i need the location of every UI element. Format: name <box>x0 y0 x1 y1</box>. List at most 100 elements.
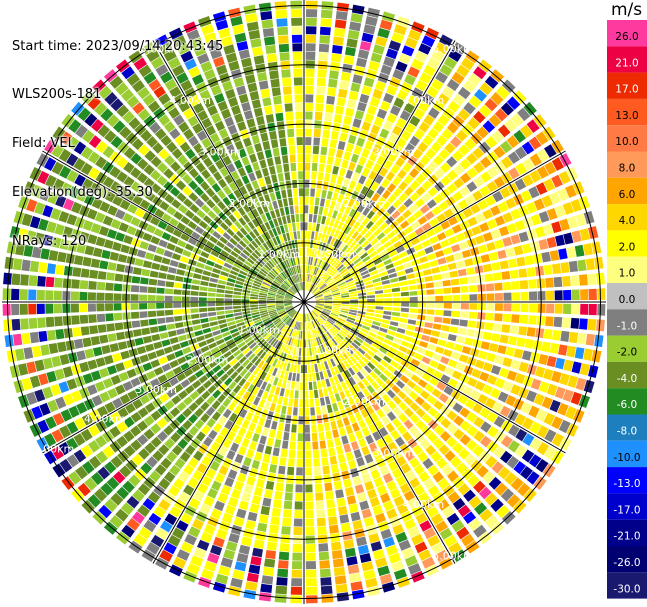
velocity-gate <box>142 260 153 269</box>
velocity-gate <box>450 278 460 286</box>
velocity-gate <box>458 354 469 363</box>
velocity-gate <box>190 290 199 296</box>
velocity-gate <box>335 149 344 159</box>
velocity-gate <box>315 295 323 299</box>
velocity-gate <box>397 89 409 101</box>
velocity-gate <box>311 329 316 338</box>
velocity-gate <box>332 210 338 219</box>
velocity-gate <box>26 230 37 243</box>
velocity-gate <box>528 315 537 325</box>
velocity-gate <box>203 495 215 507</box>
velocity-gate <box>459 434 471 446</box>
velocity-gate <box>312 320 317 328</box>
velocity-gate <box>414 226 425 236</box>
velocity-gate <box>191 319 201 325</box>
velocity-gate <box>485 312 495 321</box>
velocity-gate <box>326 331 333 339</box>
velocity-gate <box>555 234 565 247</box>
velocity-gate <box>364 480 374 491</box>
velocity-gate <box>315 299 324 301</box>
velocity-gate <box>270 338 277 346</box>
velocity-gate <box>294 501 303 510</box>
colorbar-tick-label: 13.0 <box>615 110 638 122</box>
velocity-gate <box>79 231 90 243</box>
velocity-gate <box>118 222 129 233</box>
velocity-gate <box>277 264 284 272</box>
velocity-gate <box>403 225 414 235</box>
velocity-gate <box>325 277 333 284</box>
velocity-gate <box>252 161 260 171</box>
velocity-gate <box>301 339 304 348</box>
velocity-gate <box>106 323 115 332</box>
velocity-gate <box>435 520 448 533</box>
velocity-gate <box>451 519 465 533</box>
velocity-gate <box>459 158 471 170</box>
velocity-gate <box>72 327 82 337</box>
velocity-gate <box>336 264 344 271</box>
velocity-gate <box>249 441 258 451</box>
velocity-gate <box>466 411 478 423</box>
velocity-gate <box>430 78 444 91</box>
velocity-gate <box>228 381 237 390</box>
velocity-gate <box>297 356 301 365</box>
velocity-gate <box>194 225 205 235</box>
velocity-gate <box>305 450 312 459</box>
velocity-gate <box>270 248 277 256</box>
velocity-gate <box>285 306 293 310</box>
velocity-gate <box>261 362 268 371</box>
velocity-gate <box>435 71 448 84</box>
velocity-gate <box>296 321 300 330</box>
velocity-gate <box>13 379 25 394</box>
velocity-gate <box>262 331 270 338</box>
velocity-gate <box>501 324 511 333</box>
velocity-gate <box>429 336 439 345</box>
velocity-gate <box>180 362 190 371</box>
velocity-gate <box>348 503 359 514</box>
velocity-gate <box>361 217 370 226</box>
velocity-gate <box>445 341 455 350</box>
velocity-gate <box>591 349 602 363</box>
velocity-gate <box>39 188 51 202</box>
velocity-gate <box>563 289 572 301</box>
velocity-gate <box>480 341 491 350</box>
velocity-gate <box>265 355 272 364</box>
velocity-gate <box>529 291 538 301</box>
velocity-gate <box>134 386 146 397</box>
velocity-gate <box>386 364 396 373</box>
velocity-gate <box>231 331 240 338</box>
velocity-gate <box>355 336 364 344</box>
velocity-gate <box>177 239 187 248</box>
velocity-gate <box>175 413 187 424</box>
velocity-gate <box>279 207 285 217</box>
velocity-gate <box>538 354 549 366</box>
velocity-gate <box>269 287 278 292</box>
velocity-gate <box>375 294 384 298</box>
range-ring-labels: 1.00km2.00km3.00km4.00km5.00km1.00km2.00… <box>33 43 474 563</box>
velocity-gate <box>180 233 190 242</box>
velocity-gate <box>292 257 296 266</box>
velocity-gate <box>408 29 422 41</box>
velocity-gate <box>304 382 308 391</box>
velocity-gate <box>320 285 328 291</box>
velocity-gate <box>268 336 275 344</box>
velocity-gate <box>529 170 542 183</box>
velocity-gate <box>196 130 208 141</box>
velocity-gate <box>334 575 347 585</box>
velocity-gate <box>289 389 295 399</box>
velocity-gate <box>299 256 302 265</box>
velocity-gate <box>343 235 351 244</box>
velocity-gate <box>354 276 363 283</box>
velocity-gate <box>366 189 375 199</box>
velocity-gate <box>340 310 349 314</box>
velocity-gate <box>153 366 164 376</box>
velocity-gate <box>231 423 240 434</box>
velocity-gate <box>345 486 355 497</box>
velocity-gate <box>438 393 449 403</box>
velocity-gate <box>301 348 304 356</box>
velocity-gate <box>337 281 346 287</box>
velocity-gate <box>395 117 407 129</box>
velocity-gate <box>386 480 397 491</box>
velocity-gate <box>501 79 516 93</box>
velocity-gate <box>506 96 521 110</box>
velocity-gate <box>217 189 226 200</box>
